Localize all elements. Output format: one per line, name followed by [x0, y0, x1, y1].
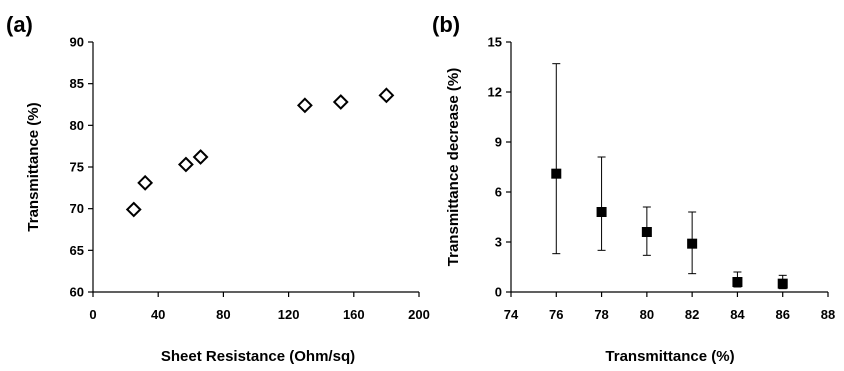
panel-b-data-points: [551, 168, 788, 289]
data-point-diamond: [125, 201, 142, 218]
panel-b-y-tick-label: 12: [488, 85, 502, 100]
panel-b-y-tick-label: 0: [495, 285, 502, 300]
panel-b-y-tick-label: 15: [488, 35, 502, 50]
panel-b-x-tick-label: 76: [549, 307, 563, 322]
data-point-diamond: [177, 156, 194, 173]
data-point-square: [551, 168, 562, 179]
panel-a-x-axis-title: Sheet Resistance (Ohm/sq): [161, 348, 355, 365]
panel-b-x-tick-label: 80: [640, 307, 654, 322]
panel-b-y-ticks: 0 3 6 9 12 15: [488, 35, 511, 300]
panel-b-y-tick-label: 3: [495, 235, 502, 250]
panel-a-x-tick-label: 0: [89, 307, 96, 322]
data-point-diamond: [378, 87, 395, 104]
panel-a-y-tick-label: 90: [70, 35, 84, 50]
panel-b-y-axis-title: Transmittance decrease (%): [445, 68, 462, 266]
panel-a-x-tick-label: 80: [216, 307, 230, 322]
chart-panel-a: (a) 60 65 70 75 80 85 90 0 40 80 120 160 200 Sheet …: [6, 12, 430, 365]
data-point-square: [641, 227, 652, 237]
panel-b-y-tick-label: 9: [495, 135, 502, 150]
data-point-diamond: [332, 94, 349, 110]
data-point-square: [596, 207, 607, 217]
panel-a-y-tick-label: 80: [70, 118, 84, 133]
panel-b-label: (b): [432, 12, 460, 37]
panel-b-x-tick-label: 78: [594, 307, 608, 322]
panel-a-label: (a): [6, 12, 33, 37]
panel-b-x-ticks: 74 76 78 80 82 84 86 88: [504, 292, 835, 322]
panel-a-y-ticks: 60 65 70 75 80 85 90: [70, 35, 93, 300]
data-point-square: [777, 278, 788, 289]
panel-b-x-tick-label: 74: [504, 307, 519, 322]
panel-a-y-tick-label: 75: [70, 160, 84, 175]
panel-a-x-ticks: 0 40 80 120 160 200: [89, 292, 430, 322]
panel-b-x-tick-label: 88: [821, 307, 835, 322]
panel-a-y-tick-label: 85: [70, 76, 84, 91]
data-point-square: [687, 238, 698, 249]
panel-a-y-tick-label: 60: [70, 285, 84, 300]
panel-b-y-tick-label: 6: [495, 185, 502, 200]
data-point-diamond: [192, 149, 209, 165]
panel-a-data-points: [125, 87, 395, 218]
data-point-diamond: [296, 97, 313, 114]
data-point-diamond: [137, 174, 154, 191]
chart-panel-b: (b) 0 3 6 9 12 15 74 76 78 80 82 84 86 88 Transmitta…: [432, 12, 835, 365]
panel-b-x-tick-label: 86: [775, 307, 789, 322]
panel-a-y-tick-label: 70: [70, 201, 84, 216]
panel-a-y-axis-title: Transmittance (%): [25, 102, 42, 231]
panel-b-x-axis-title: Transmittance (%): [605, 348, 734, 365]
panel-b-error-bars: [552, 63, 787, 290]
panel-a-x-tick-label: 120: [278, 307, 300, 322]
panel-b-x-tick-label: 84: [730, 307, 745, 322]
panel-a-y-tick-label: 65: [70, 243, 84, 258]
panel-a-x-tick-label: 40: [151, 307, 165, 322]
data-point-square: [732, 277, 743, 287]
panel-a-x-tick-label: 200: [408, 307, 430, 322]
panel-b-x-tick-label: 82: [685, 307, 699, 322]
panel-a-x-tick-label: 160: [343, 307, 365, 322]
